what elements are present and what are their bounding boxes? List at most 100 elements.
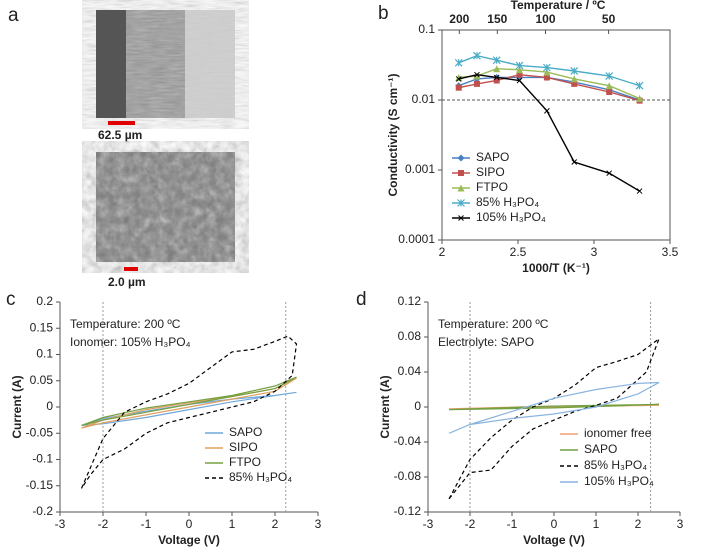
marker bbox=[455, 84, 462, 91]
x-tick-label: 3.5 bbox=[662, 245, 679, 259]
x-tick-label: -3 bbox=[55, 517, 66, 531]
y-tick-label: 0.15 bbox=[30, 320, 54, 334]
y-tick-label: -0.05 bbox=[26, 425, 54, 439]
x-tick-label: -1 bbox=[507, 517, 518, 531]
panel-letter: c bbox=[6, 289, 16, 310]
y-tick-label: 0.05 bbox=[30, 373, 54, 387]
legend-label: SAPO bbox=[229, 425, 262, 439]
marker bbox=[455, 76, 462, 82]
x-tick-label: 2 bbox=[272, 517, 279, 531]
marker bbox=[543, 68, 551, 76]
annotation: Electrolyte: SAPO bbox=[438, 335, 534, 349]
annotation: Temperature: 200 ºC bbox=[438, 317, 549, 331]
marker bbox=[493, 77, 500, 84]
marker bbox=[544, 107, 550, 114]
x-tick-label: 0 bbox=[186, 517, 193, 531]
y-tick-label: 0.1 bbox=[418, 22, 435, 36]
x2-axis-title: Temperature / ºC bbox=[511, 0, 606, 12]
marker bbox=[570, 75, 578, 83]
x-tick-label: 0 bbox=[551, 517, 558, 531]
y-tick-label: 0.01 bbox=[412, 92, 436, 106]
x-axis-title: Voltage (V) bbox=[523, 533, 585, 547]
series-line bbox=[448, 381, 660, 434]
scale-bar bbox=[124, 267, 138, 271]
legend-label: SIPO bbox=[476, 165, 505, 179]
y-tick-label: 0.08 bbox=[398, 329, 422, 343]
marker bbox=[516, 71, 523, 78]
marker bbox=[605, 72, 614, 80]
legend-label: 105% H₃PO₄ bbox=[476, 210, 546, 224]
plot-frame bbox=[441, 29, 671, 241]
marker bbox=[493, 65, 501, 73]
y-tick-label: -0.12 bbox=[394, 504, 422, 518]
panel-letter: a bbox=[8, 5, 19, 26]
marker bbox=[473, 80, 480, 87]
series-line bbox=[458, 76, 640, 101]
panel-letter: b bbox=[378, 3, 389, 24]
legend-label: 105% H₃PO₄ bbox=[584, 474, 654, 488]
legend-label: 85% H₃PO₄ bbox=[476, 195, 539, 209]
y-axis-title: Current (A) bbox=[378, 375, 392, 438]
marker bbox=[515, 61, 524, 70]
legend-label: FTPO bbox=[229, 455, 261, 469]
y-axis-title: Current (A) bbox=[10, 375, 24, 438]
x-axis-title: Voltage (V) bbox=[158, 533, 220, 547]
marker bbox=[636, 95, 644, 103]
legend-label: SAPO bbox=[476, 150, 509, 164]
marker bbox=[473, 51, 481, 60]
y-tick-label: -0.08 bbox=[394, 469, 422, 483]
legend-label: SIPO bbox=[229, 440, 258, 454]
y-tick-label: -0.2 bbox=[32, 504, 53, 518]
marker bbox=[570, 67, 579, 75]
x-tick-label: 1 bbox=[593, 517, 600, 531]
annotation: Ionomer: 105% H₃PO₄ bbox=[70, 335, 191, 349]
marker bbox=[543, 74, 550, 81]
x-axis-title: 1000/T (K⁻¹) bbox=[522, 261, 590, 275]
x-tick-label: -2 bbox=[465, 517, 476, 531]
marker bbox=[474, 71, 480, 78]
x-tick-label: 1 bbox=[229, 517, 236, 531]
x2-tick-label: 50 bbox=[602, 12, 616, 26]
y-tick-label: 0.12 bbox=[398, 294, 422, 308]
scale-label: 62.5 µm bbox=[98, 128, 142, 142]
x-tick-label: 2 bbox=[635, 517, 642, 531]
y-tick-label: 0 bbox=[414, 399, 421, 413]
series-line bbox=[448, 403, 660, 411]
legend-marker bbox=[458, 170, 464, 176]
x-tick-label: 3 bbox=[315, 517, 322, 531]
marker bbox=[516, 66, 524, 74]
legend-label: SAPO bbox=[584, 442, 617, 456]
legend-label: FTPO bbox=[476, 180, 508, 194]
series-line bbox=[81, 391, 297, 426]
y-tick-label: 0.04 bbox=[398, 364, 422, 378]
series-line bbox=[458, 73, 640, 102]
marker bbox=[473, 72, 481, 80]
series-line bbox=[80, 335, 298, 489]
legend-label: 85% H₃PO₄ bbox=[584, 458, 647, 472]
x-tick-label: -1 bbox=[141, 517, 152, 531]
y-tick-label: 0.001 bbox=[405, 162, 435, 176]
annotation: Temperature: 200 ºC bbox=[70, 317, 181, 331]
legend-marker bbox=[457, 199, 465, 207]
scale-label: 2.0 µm bbox=[108, 275, 146, 289]
y-tick-label: 0.2 bbox=[36, 294, 53, 308]
series-line bbox=[458, 73, 640, 192]
y-tick-label: 0.1 bbox=[36, 347, 53, 361]
y-tick-label: -0.15 bbox=[26, 478, 54, 492]
marker bbox=[454, 58, 463, 67]
marker bbox=[635, 81, 644, 90]
sem-image-top bbox=[96, 10, 235, 118]
marker bbox=[493, 74, 500, 81]
marker bbox=[571, 159, 578, 165]
marker bbox=[606, 89, 613, 96]
x2-tick-label: 200 bbox=[449, 12, 469, 26]
x-tick-label: -2 bbox=[98, 517, 109, 531]
series-line bbox=[81, 376, 297, 426]
legend-marker bbox=[457, 184, 465, 192]
x-tick-label: 3 bbox=[677, 517, 684, 531]
y-tick-label: 0.0001 bbox=[398, 232, 435, 246]
x2-tick-label: 150 bbox=[487, 12, 507, 26]
y-tick-label: 0 bbox=[46, 399, 53, 413]
y-axis-title: Conductivity (S cm⁻¹) bbox=[386, 73, 400, 196]
